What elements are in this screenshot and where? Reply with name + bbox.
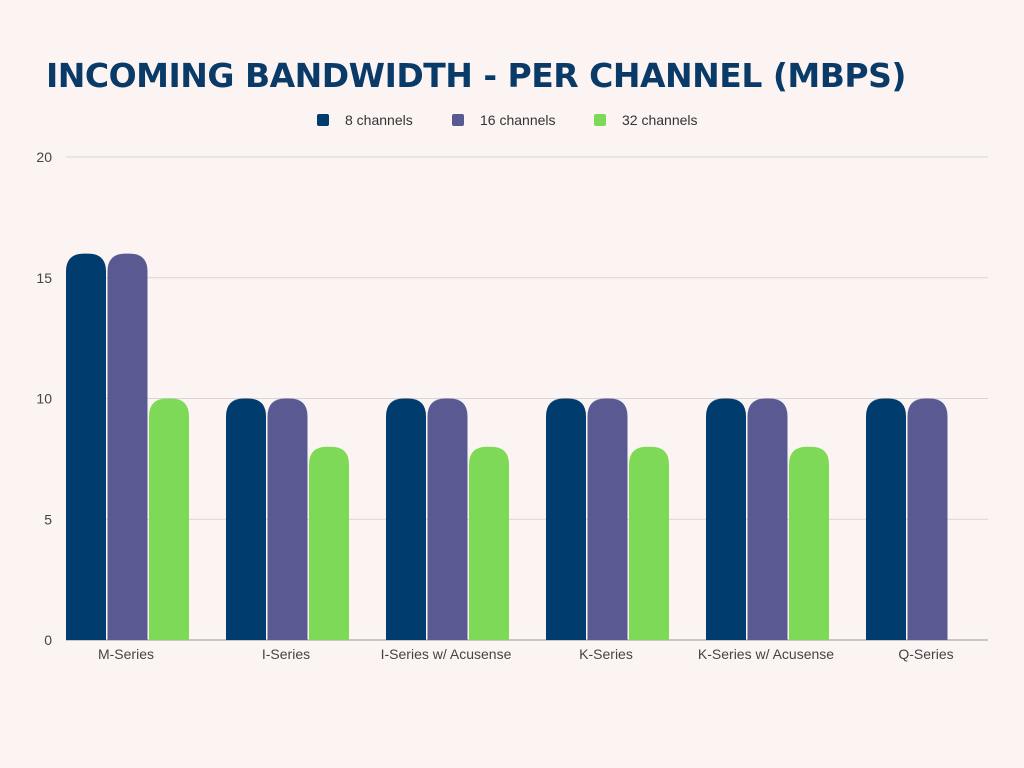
x-axis-labels: M-Series I-Series I-Series w/ Acusense K-Se… xyxy=(98,646,954,662)
legend-swatch-8-channels xyxy=(317,114,329,126)
bar-q-series-8-channels xyxy=(866,398,906,640)
bar-m-series-32-channels xyxy=(149,398,189,640)
legend-label-16-channels: 16 channels xyxy=(480,112,556,128)
legend-swatch-32-channels xyxy=(594,114,606,126)
chart-title: INCOMING BANDWIDTH - PER CHANNEL (MBPS) xyxy=(46,56,906,95)
legend-item-32-channels: 32 channels xyxy=(594,112,698,128)
bar-k-series-w-acusense-16-channels xyxy=(747,398,788,640)
bar-i-series-32-channels xyxy=(309,446,349,640)
legend-label-32-channels: 32 channels xyxy=(622,112,698,128)
bar-k-series-w-acusense-8-channels xyxy=(706,398,746,640)
x-category-label: K-Series w/ Acusense xyxy=(698,646,834,662)
y-tick-label: 5 xyxy=(44,511,52,527)
y-tick-label: 20 xyxy=(36,149,52,165)
bar-i-series-w-acusense-32-channels xyxy=(469,446,509,640)
legend-item-16-channels: 16 channels xyxy=(452,112,556,128)
y-tick-label: 0 xyxy=(44,632,52,648)
bar-q-series-16-channels xyxy=(907,398,948,640)
bar-m-series-16-channels xyxy=(107,253,148,640)
bar-m-series-8-channels xyxy=(66,253,106,640)
chart-legend: 8 channels 16 channels 32 channels xyxy=(0,112,1024,132)
bar-i-series-8-channels xyxy=(226,398,266,640)
bar-i-series-16-channels xyxy=(267,398,308,640)
bar-k-series-w-acusense-32-channels xyxy=(789,446,829,640)
grid-lines xyxy=(66,156,988,641)
x-category-label: I-Series xyxy=(262,646,310,662)
x-category-label: M-Series xyxy=(98,646,154,662)
x-category-label: Q-Series xyxy=(898,646,953,662)
y-tick-label: 15 xyxy=(36,270,52,286)
bar-k-series-8-channels xyxy=(546,398,586,640)
x-category-label: I-Series w/ Acusense xyxy=(381,646,512,662)
y-axis-ticks: 0 5 10 15 20 xyxy=(36,149,52,648)
bar-i-series-w-acusense-8-channels xyxy=(386,398,426,640)
legend-label-8-channels: 8 channels xyxy=(345,112,413,128)
bars xyxy=(66,253,948,640)
bar-i-series-w-acusense-16-channels xyxy=(427,398,468,640)
legend-item-8-channels: 8 channels xyxy=(317,112,413,128)
bar-k-series-16-channels xyxy=(587,398,628,640)
x-category-label: K-Series xyxy=(579,646,633,662)
legend-swatch-16-channels xyxy=(452,114,464,126)
y-tick-label: 10 xyxy=(36,391,52,407)
bar-k-series-32-channels xyxy=(629,446,669,640)
